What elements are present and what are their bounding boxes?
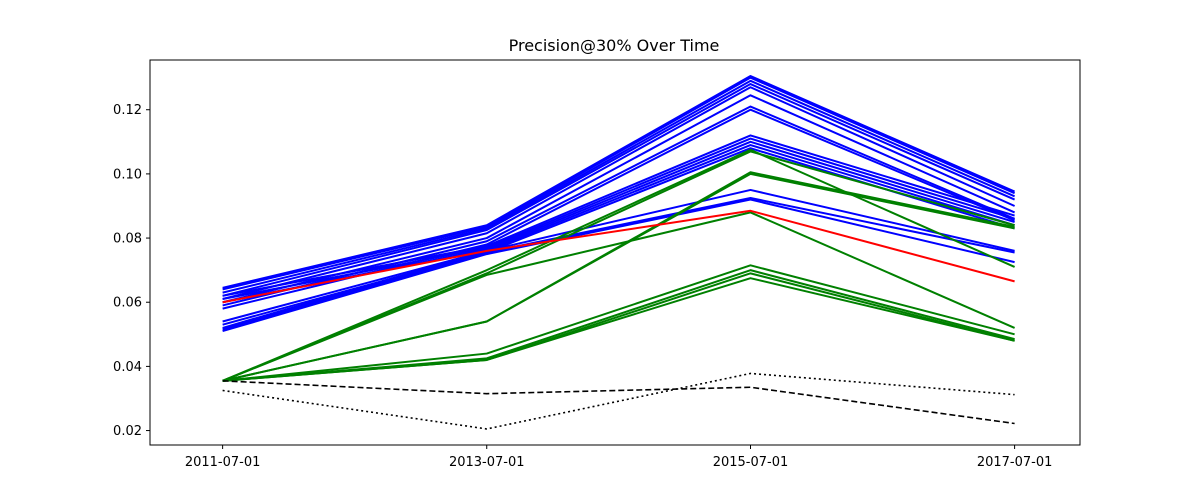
chart-title: Precision@30% Over Time <box>509 36 720 55</box>
series-line-10 <box>222 137 1015 301</box>
series-line-19 <box>222 211 1016 382</box>
series-line-21 <box>222 172 1015 382</box>
series-line-1 <box>222 75 1016 289</box>
x-tick-label: 2017-07-01 <box>977 455 1053 470</box>
series-line-2 <box>222 76 1016 291</box>
x-tick-label: 2015-07-01 <box>713 455 789 470</box>
series-line-12 <box>222 144 1015 323</box>
x-tick-label: 2011-07-01 <box>185 455 261 470</box>
series-line-26 <box>222 209 1015 304</box>
series-line-27 <box>222 380 1015 425</box>
x-axis: 2011-07-01 2013-07-01 2015-07-01 2017-07-01 <box>185 445 1053 470</box>
series-line-25 <box>222 277 1015 382</box>
series-line-14 <box>222 188 1015 329</box>
y-tick-label: 0.12 <box>113 103 142 118</box>
series-line-5 <box>222 86 1016 300</box>
y-axis: 0.02 0.04 0.06 0.08 0.10 0.12 <box>113 103 150 439</box>
y-tick-label: 0.04 <box>113 360 142 375</box>
series-line-3 <box>222 79 1016 294</box>
series-line-22 <box>222 264 1015 382</box>
series-line-23 <box>222 269 1015 382</box>
plot-frame <box>149 59 1081 446</box>
series-layer <box>222 75 1016 430</box>
series-line-17 <box>222 148 1016 382</box>
series-line-9 <box>222 134 1015 297</box>
series-line-28 <box>222 372 1015 430</box>
y-tick-label: 0.10 <box>113 167 142 182</box>
y-tick-label: 0.06 <box>113 296 142 311</box>
y-tick-label: 0.08 <box>113 232 142 247</box>
series-line-4 <box>222 83 1016 297</box>
y-tick-label: 0.02 <box>113 424 142 439</box>
x-tick-label: 2013-07-01 <box>449 455 525 470</box>
series-line-15 <box>222 196 1015 331</box>
series-line-16 <box>222 198 1015 333</box>
